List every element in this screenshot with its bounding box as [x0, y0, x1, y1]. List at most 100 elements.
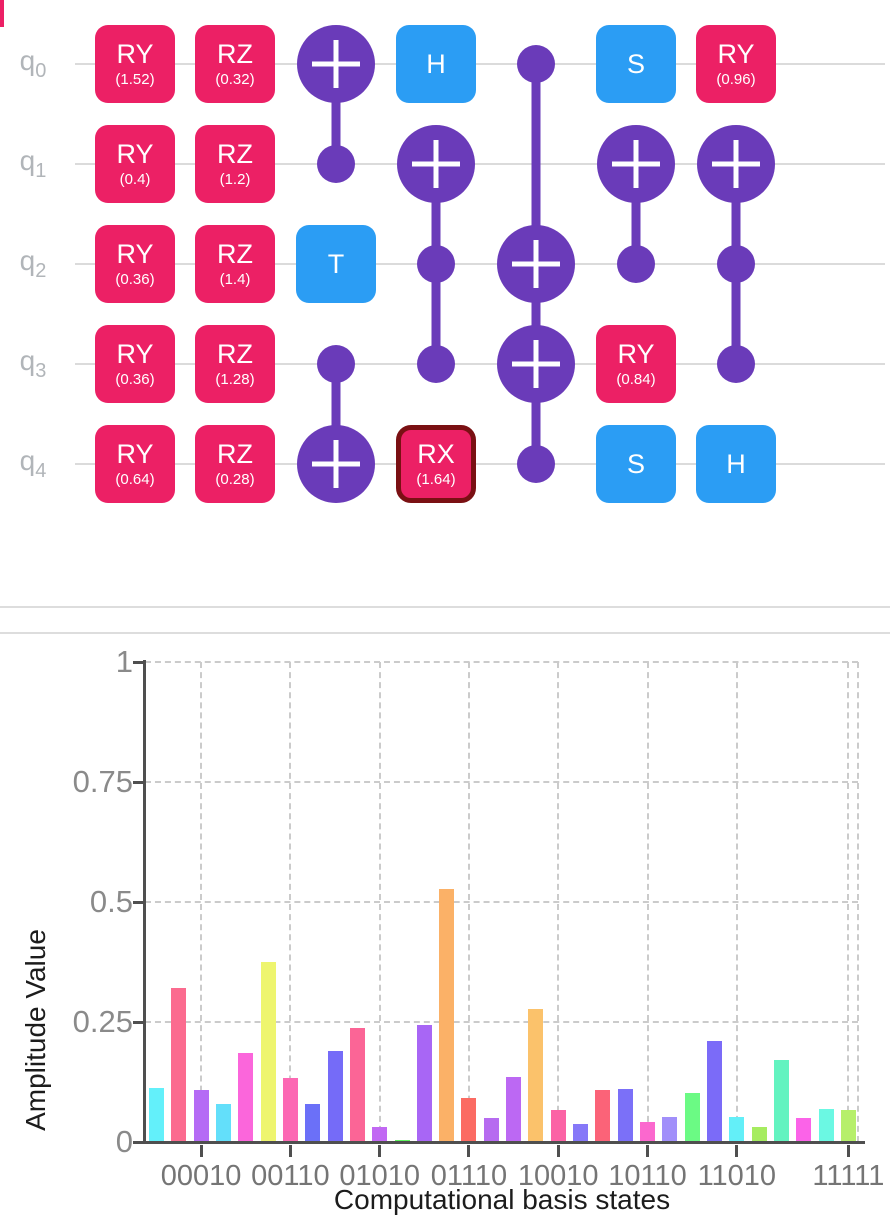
bar-10101	[617, 1089, 633, 1142]
qubit-wire-q0	[75, 63, 885, 65]
cnot-control-q0-col4[interactable]	[517, 45, 555, 83]
plus-icon	[333, 40, 339, 88]
gate-label: T	[327, 248, 345, 279]
gate-rz-q4[interactable]: RZ (0.28)	[195, 425, 275, 503]
bar-10000	[506, 1077, 522, 1142]
gate-param: (1.64)	[416, 470, 456, 488]
gate-label: RY	[116, 338, 154, 369]
gate-s-q0[interactable]: S	[596, 25, 676, 103]
y-tick-label-0.75: 0.75	[72, 764, 133, 799]
cnot-control-q3-col2[interactable]	[317, 345, 355, 383]
bar-01001	[349, 1027, 365, 1142]
cnot-control-q3-col3[interactable]	[417, 345, 455, 383]
plot-right-border	[857, 662, 859, 1142]
x-tick-label-10110: 10110	[608, 1160, 687, 1192]
bar-01100	[416, 1024, 432, 1142]
bar-01110	[461, 1097, 477, 1142]
x-axis-line	[143, 1141, 865, 1144]
bar-11101	[796, 1118, 812, 1142]
qubit-wire-q3	[75, 363, 885, 365]
x-tick-01010	[378, 1145, 382, 1157]
qubit-wire-q4	[75, 463, 885, 465]
bar-00100	[238, 1053, 254, 1142]
section-divider-top	[0, 606, 890, 608]
gridline-v-10110	[646, 662, 649, 1142]
gate-s-q4[interactable]: S	[596, 425, 676, 503]
gate-rz-q2[interactable]: RZ (1.4)	[195, 225, 275, 303]
gate-label: RZ	[217, 338, 253, 369]
cnot-target-q1-col6[interactable]	[697, 125, 775, 203]
gate-param: (0.32)	[215, 70, 255, 88]
bar-10011	[573, 1123, 589, 1142]
cnot-control-q4-col4[interactable]	[517, 445, 555, 483]
bar-00110	[282, 1078, 298, 1142]
bar-01111	[483, 1117, 499, 1142]
gate-param: (0.84)	[616, 370, 656, 388]
gate-rx-q4-selected[interactable]: RX (1.64)	[396, 425, 476, 503]
gate-label: RY	[116, 138, 154, 169]
cnot-target-q1-col3[interactable]	[397, 125, 475, 203]
gate-label: RY	[116, 38, 154, 69]
cnot-target-q3-col4[interactable]	[497, 325, 575, 403]
gate-t-q2[interactable]: T	[296, 225, 376, 303]
x-tick-label-01110: 01110	[430, 1160, 508, 1192]
bar-01011	[394, 1139, 410, 1142]
gridline-v-10010	[557, 662, 560, 1142]
gate-ry-q2[interactable]: RY (0.36)	[95, 225, 175, 303]
gridline-v-00110	[289, 662, 292, 1142]
gate-param: (0.28)	[215, 470, 255, 488]
cnot-target-q4-col2[interactable]	[297, 425, 375, 503]
gate-label: RZ	[217, 138, 253, 169]
bar-00111	[305, 1104, 321, 1142]
cnot-target-q0-col2[interactable]	[297, 25, 375, 103]
cnot-control-q2-col6[interactable]	[717, 245, 755, 283]
x-tick-11010	[735, 1145, 739, 1157]
plus-icon	[433, 140, 439, 188]
gate-connector-col5	[631, 164, 641, 264]
bar-00000	[149, 1087, 164, 1142]
gate-rz-q3[interactable]: RZ (1.28)	[195, 325, 275, 403]
cnot-control-q3-col6[interactable]	[717, 345, 755, 383]
bar-11010	[729, 1117, 745, 1142]
gridline-v-11010	[735, 662, 738, 1142]
cnot-control-q1-col2[interactable]	[317, 145, 355, 183]
y-tick-label-0: 0	[115, 1124, 133, 1159]
qubit-label-q0: q0	[19, 45, 47, 82]
cnot-target-q1-col5[interactable]	[597, 125, 675, 203]
x-tick-label-11010: 11010	[697, 1160, 777, 1192]
gate-param: (0.4)	[119, 170, 151, 188]
gate-label: S	[626, 448, 645, 479]
gate-h-q0[interactable]: H	[396, 25, 476, 103]
gate-ry-q1[interactable]: RY (0.4)	[95, 125, 175, 203]
bar-11111	[840, 1109, 856, 1142]
gate-ry-q4[interactable]: RY (0.64)	[95, 425, 175, 503]
x-tick-label-00010: 00010	[160, 1160, 242, 1192]
cnot-control-q2-col3[interactable]	[417, 245, 455, 283]
cnot-control-q2-col5[interactable]	[617, 245, 655, 283]
y-tick-0.5	[133, 900, 145, 904]
gridline-v-00010	[200, 662, 203, 1142]
gate-param: (1.4)	[219, 270, 251, 288]
palette-gate-fragment	[0, 0, 4, 27]
gate-ry-q3[interactable]: RY (0.84)	[596, 325, 676, 403]
bar-00101	[260, 962, 276, 1142]
x-tick-label-10010: 10010	[517, 1160, 599, 1192]
gate-ry-q0[interactable]: RY (0.96)	[696, 25, 776, 103]
y-tick-1	[133, 660, 145, 664]
amplitude-bar-chart: Amplitude Value Computational basis stat…	[0, 634, 890, 1220]
gate-label: RZ	[217, 38, 253, 69]
bar-10001	[528, 1009, 544, 1142]
gate-param: (0.36)	[115, 370, 155, 388]
gridline-h-0.5	[145, 901, 858, 903]
gate-rz-q0[interactable]: RZ (0.32)	[195, 25, 275, 103]
gate-h-q4[interactable]: H	[696, 425, 776, 503]
cnot-target-q2-col4[interactable]	[497, 225, 575, 303]
gate-ry-q3[interactable]: RY (0.36)	[95, 325, 175, 403]
x-tick-00110	[288, 1145, 292, 1157]
gate-rz-q1[interactable]: RZ (1.2)	[195, 125, 275, 203]
plus-icon	[533, 240, 539, 288]
bar-10100	[595, 1090, 611, 1142]
gate-ry-q0[interactable]: RY (1.52)	[95, 25, 175, 103]
gate-param: (1.2)	[219, 170, 251, 188]
